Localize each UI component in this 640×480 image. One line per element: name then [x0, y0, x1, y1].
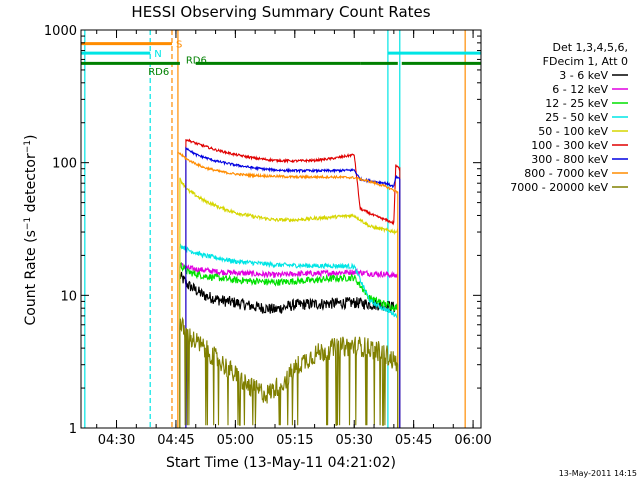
series-line-1: [179, 261, 399, 428]
flag-label-rd6: RD6: [186, 55, 207, 66]
x-tick-label: 04:30: [98, 433, 135, 448]
timestamp: 13-May-2011 14:15: [559, 469, 637, 478]
series-line-3: [179, 243, 399, 428]
series-line-4: [179, 177, 399, 428]
legend-entry-label: 12 - 25 keV: [545, 97, 608, 110]
legend-header: FDecim 1, Att 0: [543, 55, 628, 68]
x-tick-label: 05:45: [395, 433, 432, 448]
x-axis-label: Start Time (13-May-11 04:21:02): [166, 455, 396, 471]
y-tick-label: 1: [69, 422, 77, 437]
plot-area: S N RD6 RD6: [81, 30, 481, 428]
legend-entry-label: 25 - 50 keV: [545, 111, 608, 124]
legend-entry-label: 6 - 12 keV: [552, 83, 608, 96]
series-line-2: [179, 261, 399, 428]
x-tick-label: 04:45: [157, 433, 194, 448]
flag-label-rd6: RD6: [148, 67, 169, 78]
flag-label-n: N: [154, 49, 161, 60]
legend-entry-label: 100 - 300 keV: [531, 139, 608, 152]
series-lines: [177, 138, 401, 428]
series-line-0: [179, 271, 399, 428]
series-line-5: [185, 138, 401, 428]
vertical-markers: [84, 30, 466, 428]
plot-frame: [80, 29, 482, 429]
x-tick-label: 05:15: [276, 433, 313, 448]
x-tick-label: 05:30: [335, 433, 372, 448]
y-axis-label: Count Rate (s−1 detector−1): [23, 135, 39, 326]
legend-entry-label: 50 - 100 keV: [538, 125, 608, 138]
axes: 04:30 04:45 05:00 05:15 05:30 05:45 06:00 1 10 10…: [44, 24, 492, 448]
legend-entry-label: 800 - 7000 keV: [524, 167, 608, 180]
chart-title: HESSI Observing Summary Count Rates: [131, 3, 430, 21]
series-line-7: [177, 151, 399, 428]
state-flags: S N RD6 RD6: [81, 40, 481, 78]
legend-header: Det 1,3,4,5,6,: [552, 41, 628, 54]
series-line-8: [179, 316, 399, 428]
legend: Det 1,3,4,5,6,FDecim 1, Att 03 - 6 keV6 …: [510, 41, 628, 194]
legend-entry-label: 7000 - 20000 keV: [510, 181, 608, 194]
x-tick-label: 05:00: [217, 433, 254, 448]
flag-label-s: S: [176, 40, 182, 51]
y-tick-label: 100: [52, 157, 77, 172]
x-tick-label: 06:00: [454, 433, 491, 448]
legend-entry-label: 300 - 800 keV: [531, 153, 608, 166]
legend-entry-label: 3 - 6 keV: [559, 69, 608, 82]
y-tick-label: 1000: [44, 24, 77, 39]
y-tick-label: 10: [60, 289, 77, 304]
